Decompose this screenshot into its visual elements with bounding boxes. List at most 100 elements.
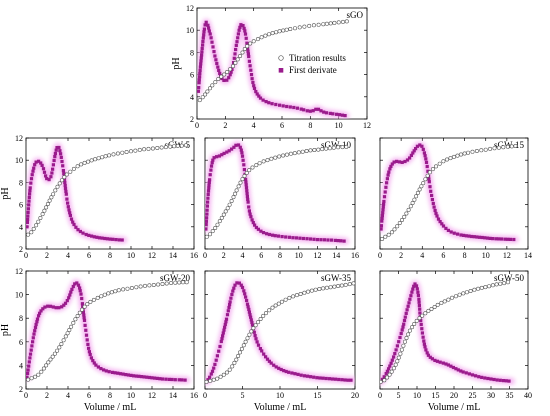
derivative-point	[239, 283, 243, 287]
derivative-point	[210, 40, 214, 44]
titration-point	[324, 146, 329, 151]
titration-point	[343, 282, 348, 287]
derivative-point	[199, 59, 203, 63]
derivative-point	[305, 237, 309, 241]
derivative-point	[441, 224, 446, 228]
derivative-point	[288, 105, 292, 109]
titration-point	[216, 77, 221, 82]
derivative-point	[419, 322, 423, 327]
x-tick-label: 14	[332, 251, 340, 260]
y-tick-label: 4	[190, 93, 194, 102]
titration-point	[259, 35, 264, 40]
derivative-point	[132, 374, 136, 378]
derivative-point	[207, 183, 211, 187]
titration-point	[257, 161, 262, 166]
titration-point	[125, 286, 130, 291]
derivative-point	[274, 365, 278, 369]
derivative-point	[324, 111, 329, 115]
derivative-point	[99, 367, 103, 371]
titration-point	[184, 143, 189, 148]
titration-point	[155, 146, 160, 151]
derivative-point	[43, 305, 47, 309]
x-tick-label: 2	[223, 121, 227, 130]
titration-point	[29, 376, 34, 381]
titration-point	[64, 172, 69, 177]
derivative-point	[386, 173, 390, 177]
derivative-point	[241, 24, 245, 28]
derivative-point	[40, 163, 44, 167]
derivative-point	[59, 152, 63, 156]
y-tick-label: 10	[15, 156, 23, 165]
y-tick-label: 6	[19, 338, 23, 347]
titration-point	[48, 357, 53, 362]
derivative-point	[205, 204, 209, 208]
derivative-point	[427, 180, 431, 184]
titration-point	[307, 23, 312, 28]
derivative-point	[422, 342, 426, 346]
derivative-point	[177, 378, 181, 382]
derivative-point	[249, 73, 254, 77]
derivative-point	[284, 235, 288, 239]
plot-area	[205, 141, 350, 245]
derivative-point	[242, 289, 246, 293]
titration-point	[425, 173, 430, 178]
derivative-point	[88, 352, 92, 357]
x-tick-label: 30	[487, 391, 495, 400]
titration-point	[238, 350, 243, 355]
titration-point	[498, 281, 503, 286]
titration-point	[82, 304, 87, 309]
derivative-point	[222, 78, 226, 82]
derivative-point	[312, 375, 316, 379]
derivative-point	[425, 351, 429, 355]
derivative-point	[385, 177, 389, 181]
x-tick-label: 15	[432, 391, 440, 400]
titration-point	[468, 288, 473, 293]
derivative-point	[480, 235, 484, 240]
derivative-point	[420, 327, 424, 331]
derivative-point	[47, 178, 51, 182]
titration-point	[44, 363, 49, 368]
titration-point	[415, 190, 420, 195]
derivative-point	[207, 186, 211, 190]
titration-point	[86, 159, 91, 164]
derivative-point	[405, 308, 409, 312]
titration-point	[82, 160, 87, 165]
titration-point	[313, 287, 318, 292]
derivative-point	[233, 52, 237, 56]
derivative-point	[260, 349, 264, 353]
titration-point	[380, 237, 385, 242]
derivative-point	[464, 371, 468, 375]
derivative-point	[82, 316, 86, 320]
derivative-point	[26, 217, 30, 221]
derivative-point	[26, 220, 29, 224]
titration-point	[258, 316, 263, 321]
derivative-point	[492, 377, 496, 382]
derivative-point	[58, 149, 62, 153]
derivative-point	[29, 177, 34, 181]
x-tick-label: 0	[203, 251, 207, 260]
derivative-point	[198, 75, 202, 79]
derivative-point	[30, 344, 34, 348]
derivative-point	[302, 108, 306, 112]
derivative-point	[240, 285, 245, 290]
derivative-point	[62, 303, 66, 307]
derivative-point	[71, 284, 75, 289]
x-tick-label: 8	[278, 251, 282, 260]
derivative-point	[429, 189, 433, 193]
derivative-point	[418, 311, 422, 315]
titration-point	[288, 26, 293, 31]
derivative-point	[246, 49, 250, 53]
derivative-point	[381, 208, 385, 212]
x-tick-label: 0	[203, 391, 207, 400]
x-tick-label: 16	[351, 251, 359, 260]
derivative-point	[31, 336, 35, 340]
derivative-point	[380, 216, 384, 220]
derivative-point	[65, 197, 69, 201]
derivative-point	[390, 162, 394, 166]
derivative-point	[475, 235, 479, 239]
derivative-point	[243, 29, 247, 33]
derivative-point	[205, 212, 209, 216]
derivative-point	[245, 194, 249, 199]
titration-point	[227, 202, 232, 207]
titration-point	[451, 154, 456, 159]
